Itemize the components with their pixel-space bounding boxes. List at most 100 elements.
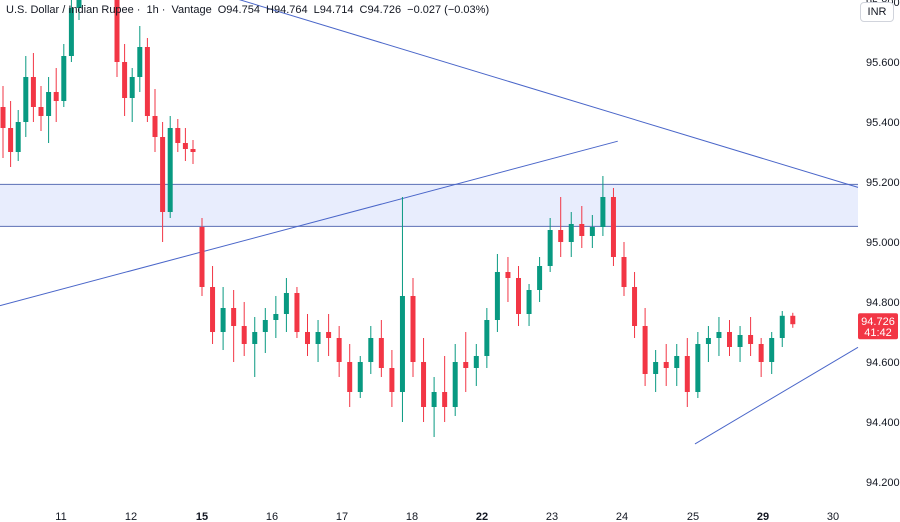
candle xyxy=(305,314,310,356)
candle xyxy=(663,344,669,386)
x-tick-label: 30 xyxy=(827,511,839,522)
price-axis[interactable]: 95.80095.60095.40095.20095.00094.80094.6… xyxy=(866,0,900,489)
candle xyxy=(182,128,188,161)
currency-button[interactable]: INR xyxy=(860,2,894,22)
x-tick-label: 17 xyxy=(336,511,348,522)
x-tick-label: 25 xyxy=(687,511,699,522)
resistance-zone xyxy=(0,183,858,227)
candle xyxy=(378,320,384,377)
candle xyxy=(632,272,638,338)
candle xyxy=(61,44,67,107)
trendline-descending[interactable] xyxy=(0,0,859,188)
y-tick-label: 95.600 xyxy=(866,57,900,69)
candle xyxy=(368,326,374,374)
candle xyxy=(537,257,543,302)
ohlc-low: L94.714 xyxy=(313,4,354,16)
y-tick-label: 95.400 xyxy=(866,117,900,129)
candle xyxy=(452,344,458,416)
candle xyxy=(642,308,648,386)
candle xyxy=(790,312,796,328)
candle xyxy=(137,26,143,92)
candle xyxy=(389,350,395,407)
candle xyxy=(357,356,363,398)
symbol-name[interactable]: U.S. Dollar / Indian Rupee xyxy=(6,4,134,16)
candle xyxy=(190,140,196,164)
candle xyxy=(399,197,405,422)
candle xyxy=(38,86,44,131)
y-tick-label: 94.200 xyxy=(866,477,900,489)
trendline-ascending-lower[interactable] xyxy=(694,346,859,445)
candle xyxy=(684,338,690,407)
candle xyxy=(505,257,511,302)
y-tick-label: 94.600 xyxy=(866,357,900,369)
candle xyxy=(621,242,627,296)
candle xyxy=(273,296,279,338)
x-tick-label: 12 xyxy=(125,511,137,522)
candle xyxy=(695,332,701,398)
candle xyxy=(30,53,36,122)
y-tick-label: 94.800 xyxy=(866,297,900,309)
candle xyxy=(315,320,321,362)
x-tick-label: 18 xyxy=(406,511,418,522)
candle xyxy=(473,344,479,386)
candle xyxy=(46,77,52,143)
candle xyxy=(336,326,342,377)
trendlines xyxy=(0,0,859,445)
ohlc-open: O94.754 xyxy=(217,4,260,16)
candle xyxy=(610,188,616,266)
candle xyxy=(129,68,135,122)
candle xyxy=(779,311,785,347)
candle xyxy=(23,56,29,137)
candle xyxy=(769,332,775,374)
candle xyxy=(167,116,173,218)
candle xyxy=(431,377,437,437)
y-tick-label: 95.200 xyxy=(866,177,900,189)
zone-band xyxy=(0,184,858,227)
y-tick-label: 95.000 xyxy=(866,237,900,249)
candle xyxy=(0,86,6,158)
x-tick-label: 15 xyxy=(196,511,208,522)
candle xyxy=(347,344,353,407)
x-tick-label: 24 xyxy=(616,511,628,522)
candle xyxy=(516,266,521,326)
candle xyxy=(8,101,14,167)
candle xyxy=(252,317,258,377)
candle xyxy=(463,332,469,392)
candle xyxy=(283,278,289,332)
candle xyxy=(526,284,532,326)
ohlc-high: H94.764 xyxy=(266,4,308,16)
candle xyxy=(76,0,82,20)
candle xyxy=(160,122,166,242)
x-tick-label: 23 xyxy=(546,511,558,522)
candle xyxy=(122,44,128,116)
y-tick-label: 94.400 xyxy=(866,417,900,429)
candle xyxy=(410,278,416,377)
candle xyxy=(231,290,237,362)
candle xyxy=(144,38,150,122)
candle xyxy=(15,110,21,161)
candle xyxy=(748,317,754,356)
candle xyxy=(758,338,764,377)
interval-label[interactable]: 1h xyxy=(146,4,159,16)
x-tick-label: 11 xyxy=(55,511,66,522)
x-tick-label: 16 xyxy=(266,511,278,522)
candle xyxy=(421,338,427,422)
candle xyxy=(262,308,268,353)
time-axis[interactable]: 11 12 15 16 17 18 22 23 24 25 29 30 xyxy=(55,511,839,522)
candle xyxy=(220,287,226,350)
trendline-ascending-upper[interactable] xyxy=(0,140,618,307)
candle xyxy=(114,0,120,77)
candle xyxy=(705,326,711,362)
candle xyxy=(589,215,595,248)
current-price-value: 94.726 xyxy=(861,316,895,328)
x-tick-label: 29 xyxy=(757,511,769,522)
candle xyxy=(674,344,680,386)
candle xyxy=(579,206,585,248)
symbol-header: U.S. Dollar / Indian Rupee · 1h · Vantage … xyxy=(6,4,490,16)
candle xyxy=(241,302,247,356)
candle xyxy=(442,356,448,422)
candle xyxy=(494,254,500,332)
candle xyxy=(175,119,181,152)
candle xyxy=(600,176,606,236)
